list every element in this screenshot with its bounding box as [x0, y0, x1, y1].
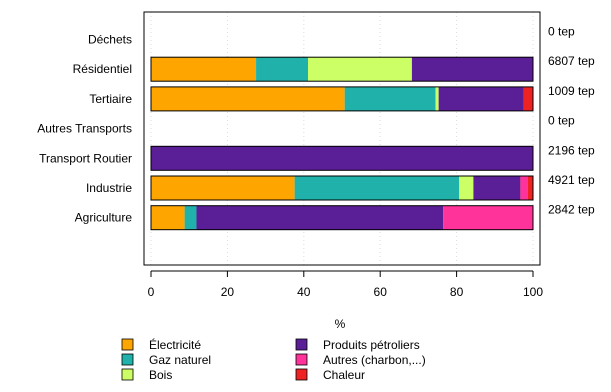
total-label: 2842 tep: [548, 203, 595, 217]
x-axis-label: %: [335, 317, 346, 331]
bar-segment: [151, 57, 257, 82]
bar-outline: [150, 205, 534, 231]
bar-segment: [527, 176, 533, 200]
legend-label: Chaleur: [323, 368, 365, 382]
total-label: 0 tep: [548, 114, 575, 128]
legend-swatch: [295, 338, 308, 351]
x-tick-label: 100: [523, 285, 543, 299]
legend-label: Produits pétroliers: [323, 338, 420, 352]
bar-outline: [150, 175, 534, 201]
bar-segment: [151, 146, 533, 171]
total-label: 6807 tep: [548, 54, 595, 68]
total-label: 0 tep: [548, 25, 575, 39]
x-tick-label: 0: [148, 285, 155, 299]
legend-swatch: [121, 338, 134, 351]
legend-swatch: [121, 368, 134, 381]
bar-outline: [150, 56, 534, 82]
x-tick-label: 60: [374, 285, 388, 299]
bar-outline: [150, 86, 534, 112]
bar-segment: [473, 176, 521, 200]
bar-segment: [294, 176, 460, 200]
total-label: 4921 tep: [548, 173, 595, 187]
bar-segment: [520, 176, 528, 200]
legend-swatch: [295, 353, 308, 366]
legend-label: Autres (charbon,...): [323, 353, 426, 367]
total-labels: 0 tep 6807 tep 1009 tep 0 tep 2196 tep 4921 t…: [548, 25, 595, 217]
bar-segment: [256, 57, 309, 82]
x-axis: 0 20 40 60 80 100: [148, 270, 543, 299]
category-label: Déchets: [88, 33, 132, 47]
bar-segment: [443, 205, 533, 230]
x-tick-label: 20: [221, 285, 235, 299]
bar-segment: [196, 205, 444, 230]
bar-segment: [411, 57, 533, 82]
total-label: 1009 tep: [548, 84, 595, 98]
legend-label: Électricité: [149, 337, 201, 352]
category-labels: Déchets Résidentiel Tertiaire Autres Transp…: [37, 33, 132, 225]
bar-segment: [344, 86, 436, 111]
bar-outline: [150, 145, 534, 171]
category-label: Autres Transports: [37, 122, 132, 136]
legend-swatch: [295, 368, 308, 381]
plot-frame: [143, 11, 541, 266]
x-tick-label: 40: [297, 285, 311, 299]
bar-segment: [151, 176, 295, 200]
bar-segment: [151, 205, 185, 230]
category-label: Agriculture: [75, 211, 133, 225]
legend-label: Bois: [149, 368, 172, 382]
bar-segment: [151, 86, 345, 111]
bar-segment: [438, 86, 524, 111]
total-label: 2196 tep: [548, 143, 595, 157]
legend-swatch: [121, 353, 134, 366]
category-label: Résidentiel: [73, 62, 132, 76]
bar-segment: [435, 86, 439, 111]
bar-segment: [184, 205, 197, 230]
category-label: Transport Routier: [39, 151, 132, 165]
x-tick-label: 80: [450, 285, 464, 299]
bar-segment: [459, 176, 474, 200]
bar-segment: [523, 86, 533, 111]
legend-label: Gaz naturel: [149, 353, 211, 367]
category-label: Industrie: [86, 181, 132, 195]
bar-segment: [308, 57, 412, 82]
bars-layer: [150, 56, 534, 231]
category-label: Tertiaire: [89, 92, 132, 106]
